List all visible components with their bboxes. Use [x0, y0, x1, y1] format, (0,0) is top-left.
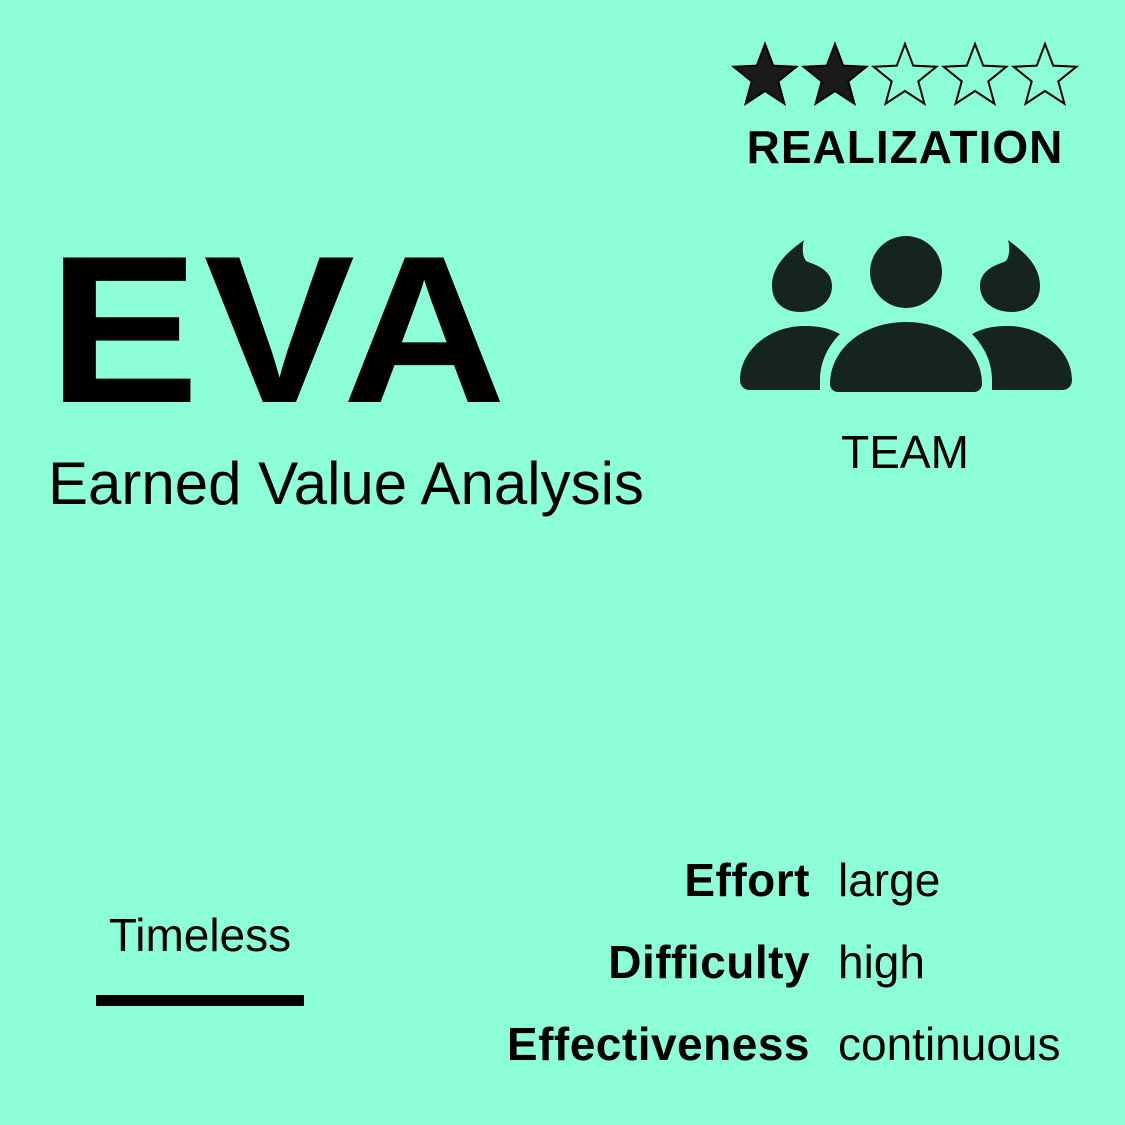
star-rating [700, 40, 1110, 120]
attribute-value: continuous [838, 1018, 1061, 1070]
attribute-key: Difficulty [608, 936, 810, 988]
star-icon [730, 40, 800, 120]
attribute-value: large [838, 854, 941, 906]
team-icon [740, 236, 1072, 392]
attribute-row-effort: Effort large [420, 853, 1100, 935]
rating-block: REALIZATION [700, 40, 1110, 170]
attribute-value: high [838, 936, 925, 988]
attributes-list: Effort large Difficulty high Effectivene… [420, 853, 1100, 1099]
rating-label: REALIZATION [746, 121, 1064, 173]
star-icon [940, 40, 1010, 120]
attribute-row-effectiveness: Effectiveness continuous [420, 1017, 1100, 1099]
star-icon [1010, 40, 1080, 120]
method-full-name: Earned Value Analysis [48, 450, 644, 517]
timeless-label: Timeless [108, 909, 292, 961]
timeless-underline [96, 995, 304, 1006]
audience-label: TEAM [841, 426, 969, 478]
star-icon [870, 40, 940, 120]
method-acronym: EVA [48, 212, 511, 447]
attribute-row-difficulty: Difficulty high [420, 935, 1100, 1017]
attribute-key: Effectiveness [506, 1018, 810, 1070]
star-icon [800, 40, 870, 120]
attribute-key: Effort [684, 854, 810, 906]
